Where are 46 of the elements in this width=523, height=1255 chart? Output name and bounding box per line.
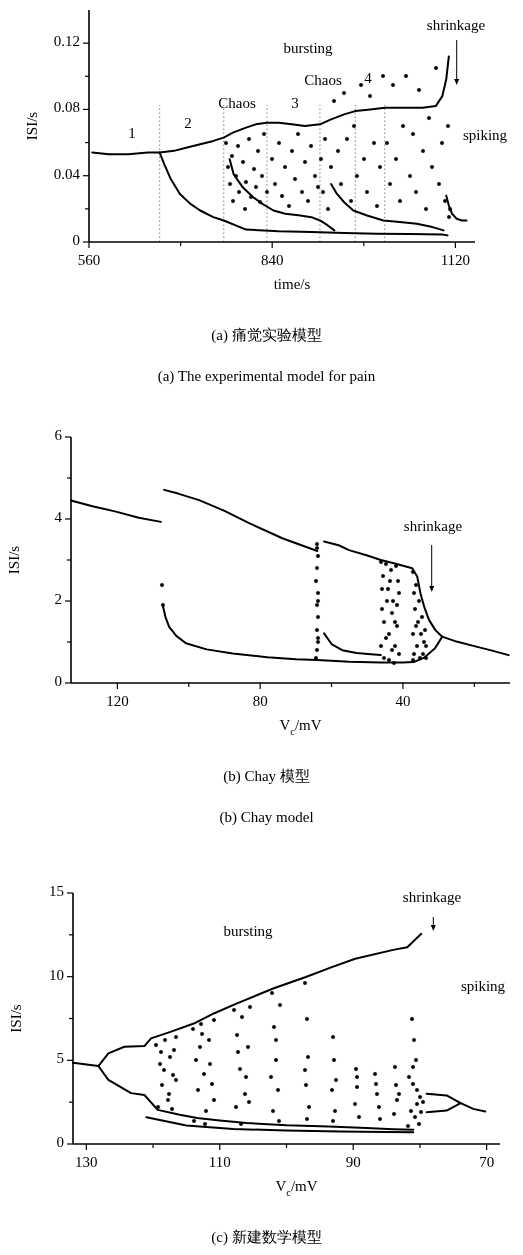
x-tick-label: 80: [252, 693, 268, 710]
annotation: bursting: [223, 923, 274, 940]
y-axis-title: ISI/s: [24, 111, 41, 141]
y-axis-title: ISI/s: [8, 1004, 25, 1033]
y-tick-label: 0.12: [53, 33, 80, 50]
y-tick-label: 0: [56, 1134, 64, 1151]
y-tick-label: 0.04: [53, 166, 81, 183]
x-tick-label: 840: [260, 252, 284, 269]
annotation: bursting: [283, 40, 334, 57]
x-tick-label: 130: [75, 1154, 98, 1171]
text: (a) The experimental model for pain: [157, 368, 376, 386]
y-tick-label: 15: [49, 883, 64, 900]
annotation: shrinkage: [402, 889, 462, 906]
text: (b) Chay model: [219, 809, 314, 827]
annotation: 4: [364, 70, 373, 87]
y-tick-label: 0: [72, 232, 80, 249]
x-tick-label: 560: [77, 252, 101, 269]
x-axis-title: V$_{c}$/mV: [275, 1178, 318, 1198]
annotation: shrinkage: [403, 518, 463, 535]
x-tick-label: 90: [345, 1154, 361, 1171]
x-tick-label: 40: [395, 693, 411, 710]
y-tick-label: 0: [54, 673, 62, 690]
x-axis-title: V$_{c}$/mV: [279, 717, 322, 737]
annotation: 3: [291, 95, 299, 112]
y-tick-label: 6: [54, 427, 63, 444]
text: (c) 新建数学模型: [211, 1229, 322, 1247]
annotation: spiking: [460, 978, 506, 995]
annotation: 2: [184, 115, 192, 132]
annotation: shrinkage: [426, 17, 486, 34]
y-axis-title: ISI/s: [6, 545, 23, 575]
x-tick-label: 110: [208, 1154, 231, 1171]
annotation: Chaos: [218, 95, 256, 112]
annotation: Chaos: [304, 72, 342, 89]
annotation: 1: [128, 125, 136, 142]
y-tick-label: 10: [49, 967, 64, 984]
x-tick-label: 70: [479, 1154, 495, 1171]
y-tick-label: 5: [56, 1050, 64, 1067]
x-tick-label: 1120: [440, 252, 471, 269]
text: (a) 痛觉实验模型: [211, 327, 322, 345]
y-tick-label: 2: [54, 591, 62, 608]
y-tick-label: 0.08: [53, 99, 80, 116]
annotation: spiking: [462, 127, 508, 144]
x-axis-title: time/s: [273, 276, 311, 293]
x-tick-label: 120: [106, 693, 129, 710]
text: (b) Chay 模型: [223, 768, 310, 786]
y-tick-label: 4: [54, 509, 63, 526]
